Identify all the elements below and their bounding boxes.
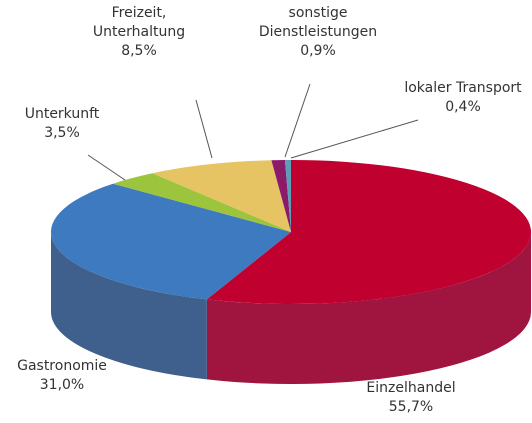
slice-label: Freizeit, Unterhaltung bbox=[93, 5, 185, 40]
slice bbox=[112, 173, 292, 232]
slice-side bbox=[206, 232, 531, 384]
leader-line bbox=[195, 99, 213, 159]
value-label: 31,0% bbox=[40, 377, 84, 393]
slice bbox=[152, 160, 291, 232]
slice-label: Unterkunft bbox=[25, 106, 100, 122]
value-label: 0,4% bbox=[445, 99, 481, 115]
leader-line bbox=[284, 83, 311, 158]
slice bbox=[51, 183, 292, 300]
slice-label: sonstige Dienstleistungen bbox=[259, 5, 377, 40]
slice-label: Gastronomie bbox=[17, 358, 107, 374]
slice-label: Einzelhandel bbox=[366, 380, 455, 396]
slice-side bbox=[51, 232, 207, 380]
leader-line bbox=[290, 119, 419, 159]
value-label: 0,9% bbox=[300, 43, 336, 59]
slice bbox=[206, 159, 532, 304]
value-label: 55,7% bbox=[389, 399, 433, 415]
slice bbox=[271, 160, 291, 232]
slice bbox=[284, 160, 291, 232]
value-label: 3,5% bbox=[44, 125, 80, 141]
value-label: 8,5% bbox=[121, 43, 157, 59]
slice-label: lokaler Transport bbox=[404, 80, 522, 96]
leader-line bbox=[87, 154, 126, 181]
